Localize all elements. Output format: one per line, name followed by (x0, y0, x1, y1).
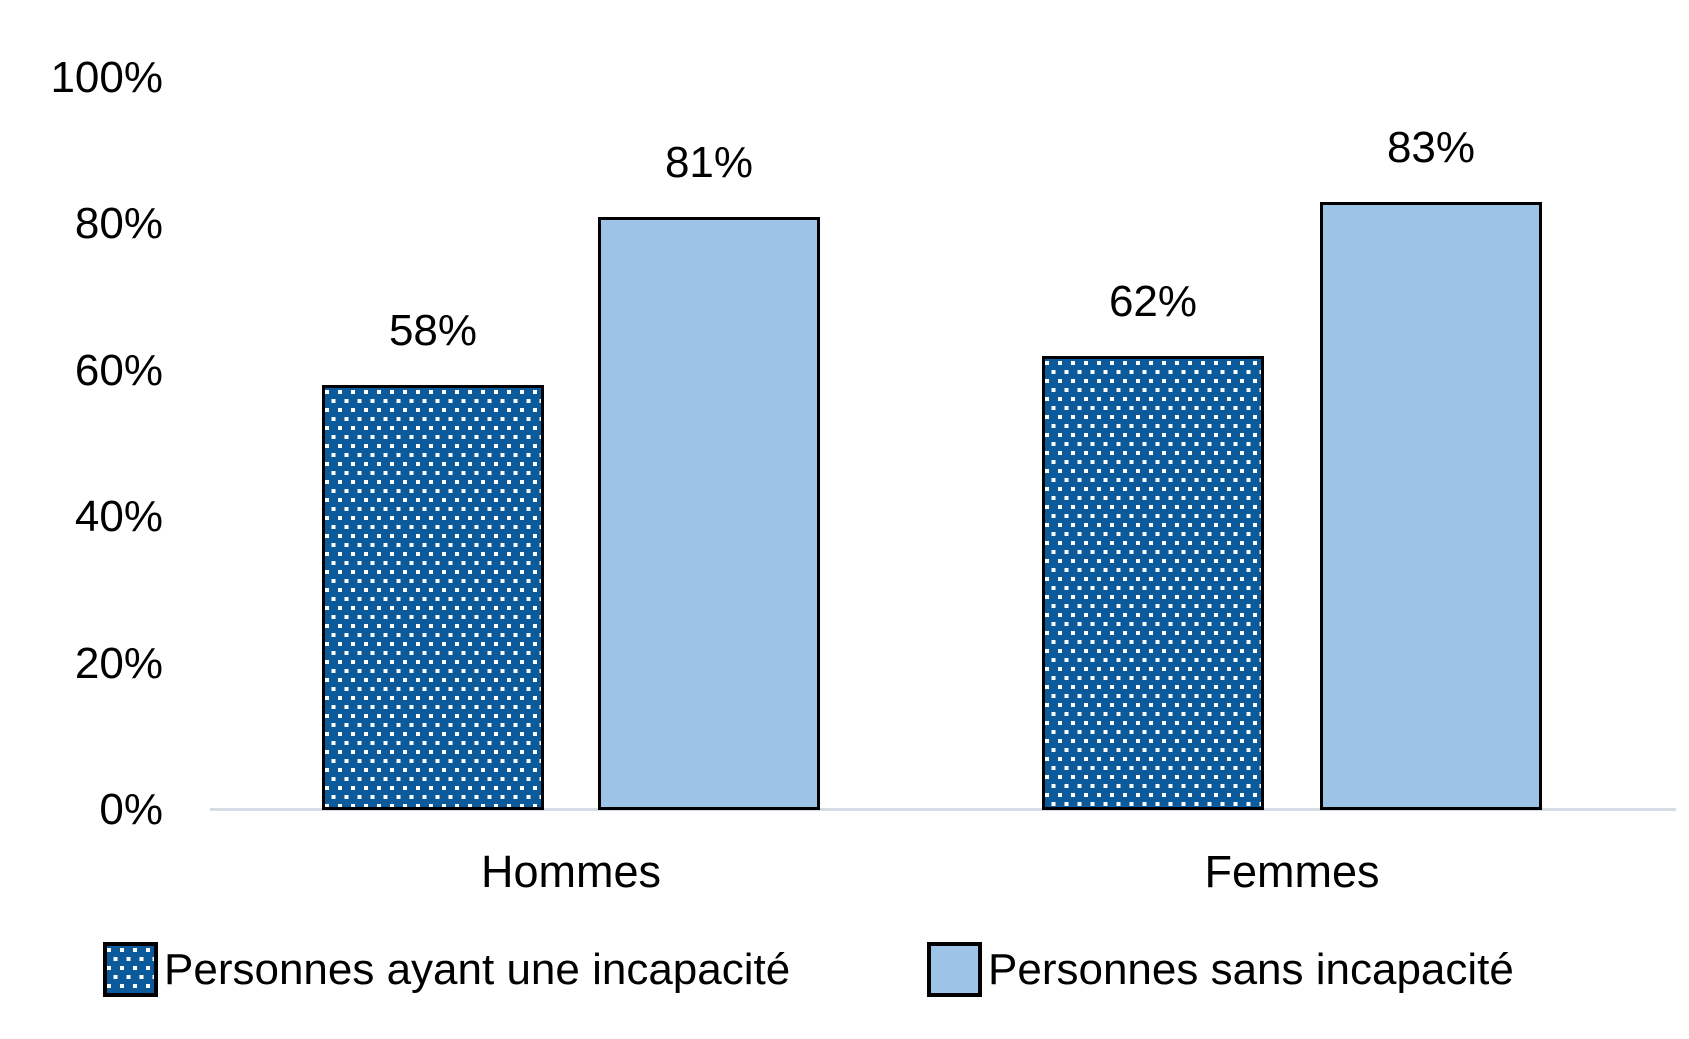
data-label-femmes-series-2: 83% (1386, 123, 1476, 172)
legend-item-sans-incapacite: Personnes sans incapacité (927, 942, 1514, 997)
data-label-femmes-series-1: 62% (1108, 277, 1198, 326)
data-label-hommes-series-2: 81% (664, 138, 754, 187)
legend-item-avec-incapacite: Personnes ayant une incapacité (103, 942, 790, 997)
y-axis-tick-label: 20% (74, 639, 163, 688)
y-axis-tick-label: 100% (50, 53, 163, 102)
y-axis-tick-label: 80% (74, 199, 163, 248)
bar-femmes-series-2 (1320, 202, 1542, 810)
y-axis-tick-label: 40% (74, 492, 163, 541)
category-label-hommes: Hommes (480, 846, 662, 897)
bar-hommes-series-1 (322, 385, 544, 810)
legend-label-sans-incapacite: Personnes sans incapacité (988, 945, 1514, 994)
data-label-hommes-series-1: 58% (388, 306, 478, 355)
bar-femmes-series-1 (1042, 356, 1264, 810)
category-label-femmes: Femmes (1204, 846, 1380, 897)
x-axis-line (210, 808, 1676, 811)
y-axis-tick-label: 60% (74, 346, 163, 395)
legend-swatch-solid-icon (927, 942, 982, 997)
legend-swatch-dotted-icon (103, 942, 158, 997)
legend-label-avec-incapacite: Personnes ayant une incapacité (164, 945, 791, 994)
bar-hommes-series-2 (598, 217, 820, 810)
y-axis-tick-label: 0% (99, 785, 163, 834)
